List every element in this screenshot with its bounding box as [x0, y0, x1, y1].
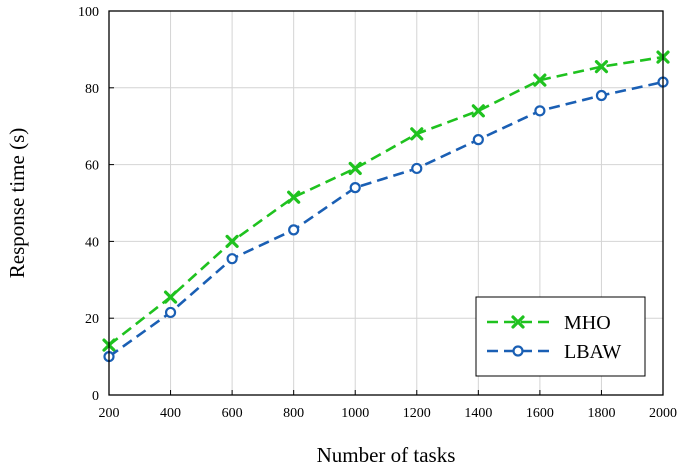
- data-point-mho: [471, 104, 485, 118]
- series-mho: [102, 50, 670, 352]
- x-tick-label: 200: [99, 406, 120, 421]
- x-tick-label: 2000: [649, 406, 677, 421]
- x-axis-ticks: 200 400 600 800 1000 1200 1400 1600 1800 2000: [99, 390, 677, 421]
- series-lbaw: [103, 76, 669, 363]
- data-point-lbaw: [226, 253, 238, 265]
- y-axis-label: Response time (s): [5, 128, 29, 278]
- data-point-mho: [225, 234, 239, 248]
- x-tick-label: 1800: [587, 406, 615, 421]
- y-tick-label: 80: [85, 82, 99, 97]
- legend-marker-lbaw: [512, 345, 524, 357]
- y-tick-label: 0: [92, 389, 99, 404]
- data-point-mho: [287, 190, 301, 204]
- series-layer: [102, 50, 670, 363]
- legend: MHO LBAW: [475, 296, 646, 377]
- data-point-lbaw: [472, 134, 484, 146]
- x-tick-label: 1200: [403, 406, 431, 421]
- series-line-mho: [108, 55, 664, 347]
- plot-frame: [108, 10, 664, 396]
- x-tick-label: 600: [222, 406, 243, 421]
- legend-marker-mho: [511, 315, 525, 329]
- legend-item-mho: MHO: [487, 312, 611, 334]
- y-axis-ticks: 0 20 40 60 80 100: [78, 5, 114, 404]
- y-tick-label: 40: [85, 235, 99, 250]
- x-tick-label: 1000: [341, 406, 369, 421]
- x-axis-label: Number of tasks: [317, 443, 456, 467]
- data-point-mho: [533, 73, 547, 87]
- data-point-mho: [410, 127, 424, 141]
- series-line-lbaw: [108, 80, 664, 358]
- data-point-mho: [163, 290, 178, 304]
- x-tick-label: 1600: [526, 406, 554, 421]
- y-tick-label: 100: [78, 5, 99, 20]
- data-point-lbaw: [534, 105, 546, 117]
- legend-label-mho: MHO: [564, 312, 611, 334]
- y-tick-label: 20: [85, 312, 99, 327]
- y-tick-label: 60: [85, 159, 99, 174]
- data-point-lbaw: [595, 89, 608, 102]
- legend-box: [475, 296, 646, 377]
- x-tick-label: 1400: [464, 406, 492, 421]
- data-point-lbaw: [164, 306, 177, 319]
- data-point-lbaw: [349, 182, 361, 194]
- data-point-mho: [594, 60, 609, 74]
- legend-label-lbaw: LBAW: [564, 341, 621, 363]
- legend-item-lbaw: LBAW: [487, 341, 621, 363]
- x-tick-label: 800: [283, 406, 304, 421]
- data-point-mho: [348, 161, 362, 176]
- data-point-lbaw: [288, 224, 300, 236]
- data-point-lbaw: [411, 162, 423, 175]
- x-tick-label: 400: [160, 406, 181, 421]
